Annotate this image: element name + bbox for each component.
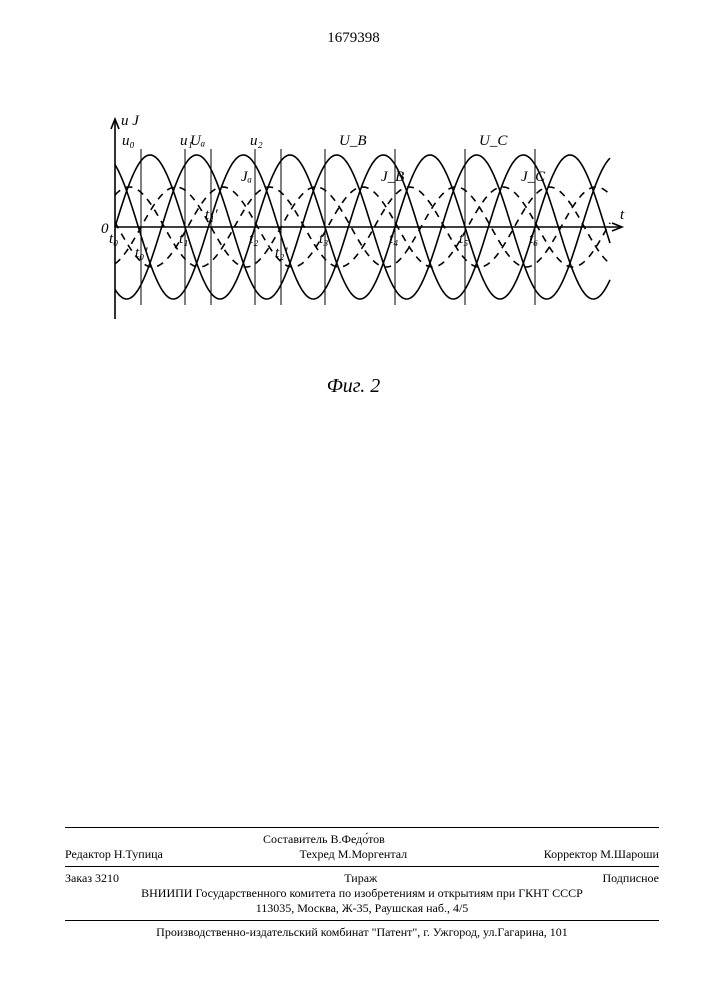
tick-label-t1p: t₁′ — [205, 207, 218, 224]
corrector: Корректор М.Шароши — [544, 847, 659, 862]
org-line-1: ВНИИПИ Государственного комитета по изоб… — [65, 886, 659, 901]
peak-u2: u₂ — [250, 133, 263, 150]
tick-label-t0: t₀ — [109, 231, 118, 248]
tick-label-t6: t₆ — [529, 231, 538, 248]
peak-UB: U_B — [339, 133, 367, 150]
tick-label-t0p: t₀′ — [135, 245, 148, 262]
production-line: Производственно-издательский комбинат "П… — [65, 925, 659, 940]
origin-label: 0 — [101, 221, 109, 238]
imprint-block: Составитель В.Федо́тов Редактор Н.Тупица… — [65, 823, 659, 940]
axis-label-x: t — [620, 207, 624, 224]
waveform-chart: u J0tt₀t₁t₂t₃t₄t₅t₆t₀′t₁′t₂′u₀u₁Uₐu₂U_BU… — [90, 115, 630, 355]
document-number: 1679398 — [0, 30, 707, 47]
peak-u0: u₀ — [122, 133, 135, 150]
order-no: Заказ 3210 — [65, 871, 119, 886]
tick-label-t3: t₃ — [319, 231, 328, 248]
compiler-line: Составитель В.Федо́тов — [263, 832, 461, 847]
tick-label-t2p: t₂′ — [275, 245, 288, 262]
tick-label-t5: t₅ — [459, 231, 468, 248]
podpisnoe: Подписное — [602, 871, 659, 886]
techred: Техред М.Моргентал — [299, 847, 407, 862]
tick-label-t4: t₄ — [389, 231, 398, 248]
peak-UA: Uₐ — [190, 133, 205, 150]
tirazh: Тираж — [344, 871, 377, 886]
peak-JB: J_B — [381, 169, 404, 186]
peak-JA: Jₐ — [241, 169, 252, 186]
axis-label-y: u J — [121, 113, 139, 130]
peak-JC: J_C — [521, 169, 545, 186]
tick-label-t1: t₁ — [179, 231, 188, 248]
tick-label-t2: t₂ — [249, 231, 258, 248]
peak-UC: U_C — [479, 133, 507, 150]
editor: Редактор Н.Тупица — [65, 847, 163, 862]
org-line-2: 113035, Москва, Ж-35, Раушская наб., 4/5 — [65, 901, 659, 916]
figure-label: Фиг. 2 — [0, 375, 707, 398]
